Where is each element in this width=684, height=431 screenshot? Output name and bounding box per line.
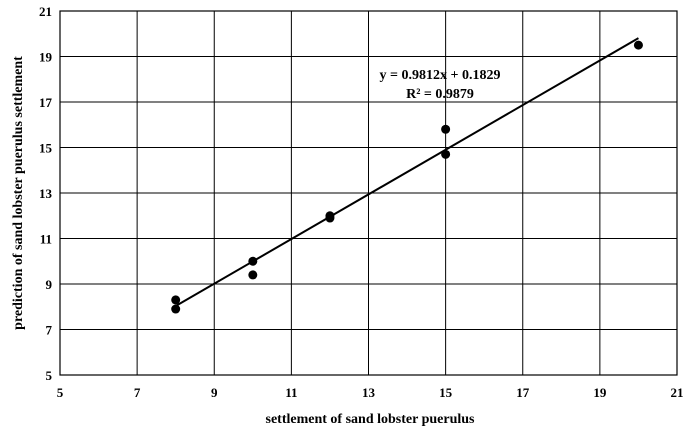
x-tick-label: 7 <box>134 385 141 400</box>
x-tick-label: 11 <box>285 385 297 400</box>
x-axis-title: settlement of sand lobster puerulus <box>266 412 476 427</box>
x-tick-label: 21 <box>671 385 684 400</box>
x-tick-labels: 5 7 9 11 13 15 17 19 21 <box>57 385 684 400</box>
data-point <box>325 213 335 223</box>
y-tick-label: 9 <box>46 277 53 292</box>
y-tick-label: 19 <box>39 50 53 65</box>
x-tick-label: 17 <box>516 385 530 400</box>
data-points <box>171 40 643 314</box>
y-tick-label: 15 <box>39 141 53 156</box>
data-point <box>248 256 258 266</box>
x-tick-label: 15 <box>439 385 453 400</box>
y-tick-label: 11 <box>40 232 52 247</box>
y-tick-label: 21 <box>39 4 52 19</box>
y-tick-labels: 5 7 9 11 13 15 17 19 21 <box>39 4 53 383</box>
y-tick-label: 17 <box>39 95 53 110</box>
y-tick-label: 7 <box>46 323 53 338</box>
data-point <box>633 40 643 50</box>
x-tick-label: 13 <box>362 385 376 400</box>
data-point <box>171 295 181 305</box>
data-point <box>248 270 258 280</box>
x-tick-label: 5 <box>57 385 64 400</box>
plot-area-frame <box>59 10 678 376</box>
grid-lines <box>59 10 678 376</box>
x-tick-label: 19 <box>593 385 607 400</box>
x-tick-label: 9 <box>211 385 218 400</box>
y-tick-label: 13 <box>39 186 53 201</box>
equation-annotation: y = 0.9812x + 0.1829 <box>380 68 501 83</box>
data-point <box>441 124 451 134</box>
y-axis-title: prediction of sand lobster puerulus sett… <box>11 56 26 330</box>
data-point <box>441 149 451 159</box>
data-point <box>171 304 181 314</box>
y-tick-label: 5 <box>46 368 53 383</box>
r-squared-annotation: R² = 0.9879 <box>406 87 474 102</box>
